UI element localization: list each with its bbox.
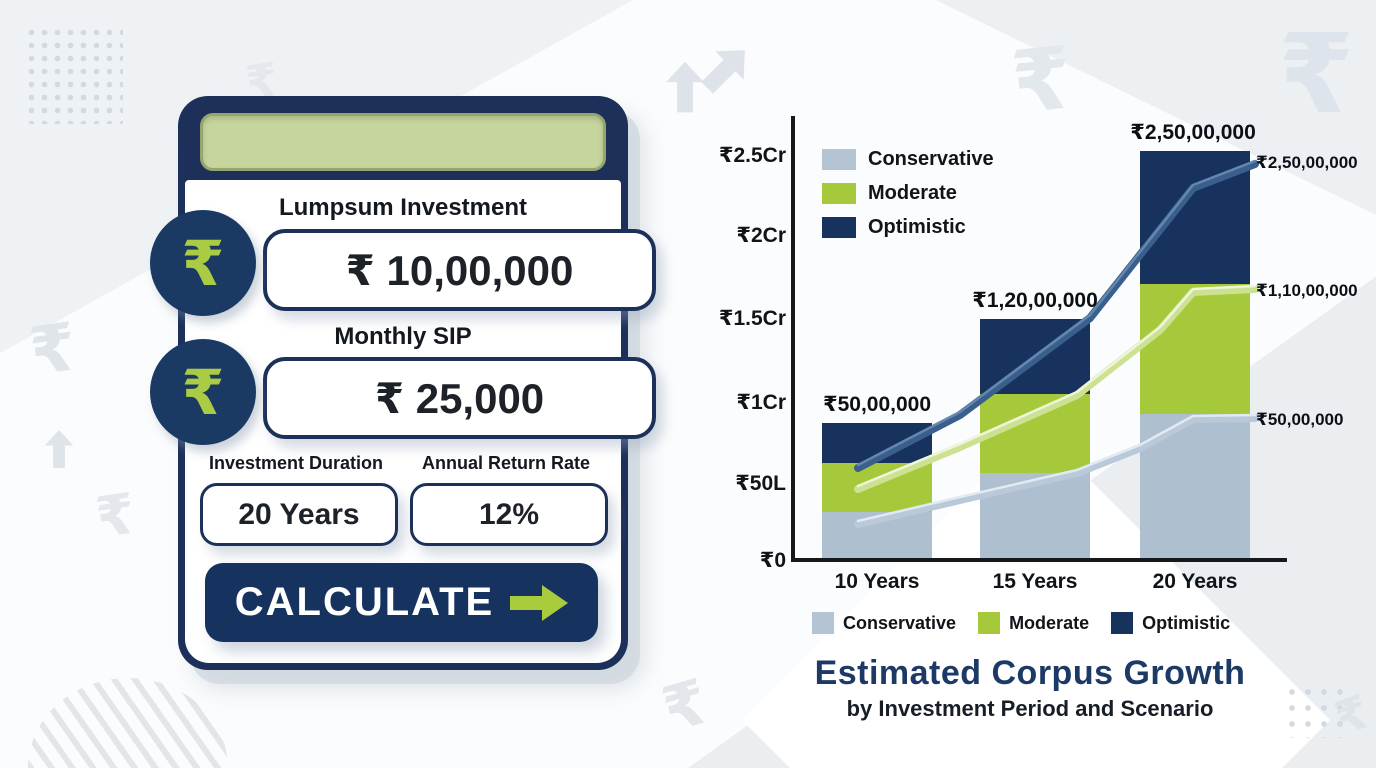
calculate-button[interactable]: CALCULATE xyxy=(205,563,598,642)
duration-label: Investment Duration xyxy=(208,453,384,473)
diagonal-arrow-icon xyxy=(701,50,745,94)
rupee-watermark-icon: ₹ xyxy=(1278,13,1355,136)
legend-label: Optimistic xyxy=(1142,612,1231,633)
up-arrow-icon xyxy=(666,61,704,113)
up-arrow-icon xyxy=(44,430,74,468)
line-end-label: ₹50,00,000 xyxy=(1256,410,1344,429)
x-label-15-years: 15 Years xyxy=(992,570,1078,593)
segment-conservative xyxy=(980,473,1090,560)
legend-item-moderate: Moderate xyxy=(978,612,1089,634)
legend-item-conservative: Conservative xyxy=(822,148,994,171)
moderate-swatch-icon xyxy=(822,183,856,204)
y-axis-line xyxy=(791,116,795,562)
segment-optimistic xyxy=(980,319,1090,394)
lumpsum-label: Lumpsum Investment xyxy=(278,194,528,221)
lumpsum-value: ₹ 10,00,000 xyxy=(345,246,574,294)
conservative-swatch-icon xyxy=(822,149,856,170)
legend-label: Moderate xyxy=(868,182,957,204)
bar-total-label: ₹2,50,00,000 xyxy=(1130,121,1256,144)
return-rate-input[interactable]: 12% xyxy=(410,483,608,546)
monthly-sip-label: Monthly SIP xyxy=(334,323,472,350)
calculator-display xyxy=(200,113,606,171)
monthly-sip-value: ₹ 25,000 xyxy=(374,374,545,422)
dot-grid-top-left xyxy=(25,26,123,124)
return-rate-label: Annual Return Rate xyxy=(421,453,590,473)
x-label-10-years: 10 Years xyxy=(834,570,920,593)
segment-moderate xyxy=(980,394,1090,473)
legend-item-optimistic: Optimistic xyxy=(1111,612,1230,634)
rupee-watermark-icon: ₹ xyxy=(25,309,81,389)
y-tick: ₹0 xyxy=(759,549,786,572)
bar-total-label: ₹50,00,000 xyxy=(822,393,932,416)
rupee-watermark-icon: ₹ xyxy=(1007,30,1077,132)
bar-total-label: ₹1,20,00,000 xyxy=(972,289,1098,312)
y-tick: ₹1Cr xyxy=(736,391,786,414)
y-tick: ₹50L xyxy=(735,472,786,495)
legend-label: Conservative xyxy=(868,148,994,170)
legend-label: Moderate xyxy=(1009,612,1090,633)
segment-moderate xyxy=(1140,284,1250,414)
monthly-sip-input[interactable]: ₹ 25,000 xyxy=(263,357,656,439)
rupee-badge-icon: ₹ xyxy=(150,339,256,445)
legend-item-optimistic: Optimistic xyxy=(822,216,994,239)
legend-label: Optimistic xyxy=(868,216,966,238)
x-label-20-years: 20 Years xyxy=(1152,570,1238,593)
duration-input[interactable]: 20 Years xyxy=(200,483,398,546)
segment-conservative xyxy=(1140,414,1250,560)
segment-optimistic xyxy=(1140,151,1250,284)
optimistic-swatch-icon xyxy=(1111,612,1134,634)
bar-10-years xyxy=(822,423,932,560)
line-end-label: ₹2,50,00,000 xyxy=(1256,153,1358,172)
line-end-label: ₹1,10,00,000 xyxy=(1256,281,1358,300)
moderate-swatch-icon xyxy=(978,612,1001,634)
legend-bottom: Conservative Moderate Optimistic xyxy=(812,612,1252,634)
legend-top: Conservative Moderate Optimistic xyxy=(822,148,994,239)
return-rate-value: 12% xyxy=(478,497,540,531)
x-axis-line xyxy=(791,558,1287,562)
y-tick: ₹1.5Cr xyxy=(718,307,786,330)
segment-moderate xyxy=(822,463,932,512)
dot-grid-bottom-right xyxy=(1284,684,1352,738)
rupee-badge-icon: ₹ xyxy=(150,210,256,316)
rupee-watermark-icon: ₹ xyxy=(655,667,716,746)
bar-15-years xyxy=(980,319,1090,560)
legend-label: Conservative xyxy=(843,612,957,633)
striped-circle-decoration xyxy=(28,678,228,768)
legend-item-moderate: Moderate xyxy=(822,182,994,205)
chart-title: Estimated Corpus Growth xyxy=(814,654,1246,692)
bar-20-years xyxy=(1140,151,1250,560)
segment-conservative xyxy=(822,512,932,560)
y-tick: ₹2Cr xyxy=(736,224,786,247)
rupee-watermark-icon: ₹ xyxy=(91,481,140,550)
calculate-button-label: CALCULATE xyxy=(234,580,495,624)
conservative-swatch-icon xyxy=(812,612,834,634)
chart-subtitle: by Investment Period and Scenario xyxy=(846,696,1214,721)
right-arrow-icon xyxy=(510,584,569,621)
lumpsum-input[interactable]: ₹ 10,00,000 xyxy=(263,229,656,311)
optimistic-swatch-icon xyxy=(822,217,856,238)
y-tick: ₹2.5Cr xyxy=(718,144,786,167)
legend-item-conservative: Conservative xyxy=(812,612,956,634)
duration-value: 20 Years xyxy=(238,497,360,531)
segment-optimistic xyxy=(822,423,932,463)
